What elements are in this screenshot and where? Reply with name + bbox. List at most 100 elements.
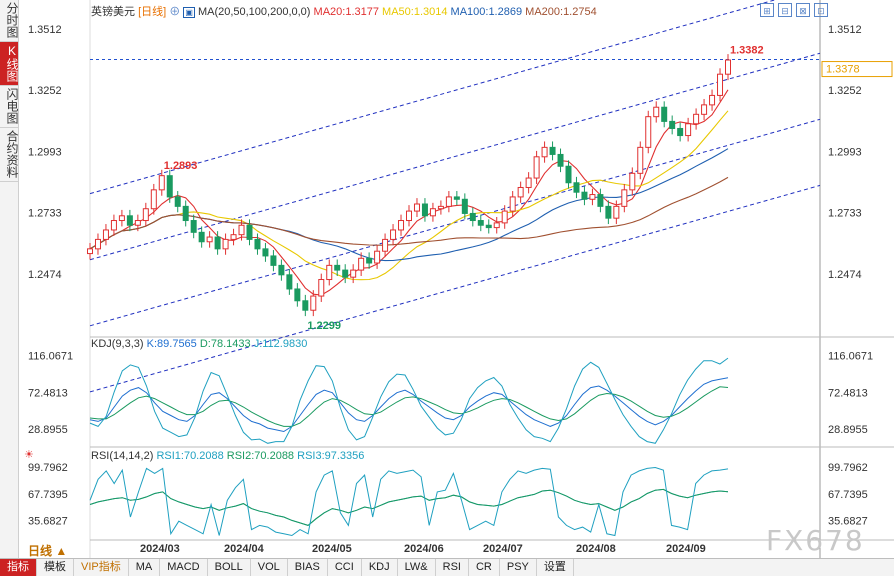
candle-body — [310, 295, 317, 311]
candle-body — [557, 153, 564, 167]
candle-body — [565, 165, 572, 184]
y-tick-label-left: 67.7395 — [28, 489, 68, 501]
candle-body — [238, 224, 245, 236]
rsi-legend: RSI(14,14,2) RSI1:70.2088 RSI2:70.2088 R… — [91, 450, 364, 462]
rsi-rsi3-line — [89, 466, 729, 537]
kdj-j: J:112.9830 — [253, 338, 308, 350]
y-tick-label: 28.8955 — [828, 424, 868, 436]
y-tick-label: 1.2474 — [828, 269, 862, 281]
candle-body — [246, 224, 253, 240]
toolbar-item-11[interactable]: RSI — [436, 559, 469, 576]
indicator-toolbar: 指标 模板 VIP指标 MA MACD BOLL VOL BIAS CCI KDJ LW& RSI CR… — [0, 558, 894, 576]
candle-body — [461, 198, 468, 214]
toolbar-item-14[interactable]: 设置 — [537, 559, 574, 576]
candle-body — [677, 127, 684, 137]
zoom-out-icon[interactable]: ⊟ — [778, 3, 792, 17]
x-tick-label: 2024/06 — [404, 543, 444, 555]
candle-body — [637, 146, 644, 174]
kdj-j-line — [89, 357, 729, 444]
candle-body — [270, 255, 277, 266]
candle-body — [669, 120, 676, 129]
toolbar-item-9[interactable]: KDJ — [362, 559, 398, 576]
candle-body — [326, 264, 333, 281]
kdj-d: D:78.1433 — [199, 338, 251, 350]
toolbar-item-10[interactable]: LW& — [398, 559, 436, 576]
x-tick-label: 2024/05 — [312, 543, 352, 555]
zoom-in-icon[interactable]: ⊞ — [760, 3, 774, 17]
y-tick-label: 72.4813 — [828, 387, 868, 399]
sidebar-tab-1[interactable]: K线图 — [0, 42, 19, 86]
sun-icon[interactable]: ☀ — [24, 449, 34, 461]
y-tick-label-left: 1.2733 — [28, 208, 62, 220]
toolbar-item-4[interactable]: MACD — [160, 559, 208, 576]
channel-line — [89, 0, 777, 195]
grid-icon[interactable]: ⊠ — [796, 3, 810, 17]
candle-body — [573, 182, 580, 193]
candle-body — [158, 175, 165, 191]
candle-body — [453, 196, 460, 200]
x-tick-label: 2024/03 — [140, 543, 180, 555]
candle-body — [230, 234, 237, 240]
candle-body — [549, 146, 556, 155]
current-price-label: 1.3378 — [826, 64, 860, 76]
candle-body — [398, 220, 405, 231]
candle-body — [374, 250, 381, 264]
period-label: [日线] — [138, 6, 167, 18]
toolbar-item-6[interactable]: VOL — [251, 559, 288, 576]
candle-body — [421, 203, 428, 217]
candle-body — [94, 238, 101, 250]
candle-body — [390, 229, 397, 240]
x-tick-label: 2024/09 — [666, 543, 706, 555]
candle-body — [525, 177, 532, 188]
candle-body — [110, 220, 117, 231]
channel-line — [89, 184, 821, 393]
y-tick-label-left: 28.8955 — [28, 424, 68, 436]
candle-body — [350, 269, 357, 278]
candle-body — [589, 194, 596, 200]
candle-body — [286, 274, 293, 290]
maximize-icon[interactable]: ⊡ — [814, 3, 828, 17]
ma50-line — [89, 110, 729, 281]
chart-type-icon[interactable]: ▣ — [183, 7, 195, 18]
toolbar-item-2[interactable]: VIP指标 — [74, 559, 129, 576]
left-tab-bar: 分时图 K线图 闪电图 合约资料 — [0, 0, 19, 560]
toolbar-item-8[interactable]: CCI — [328, 559, 362, 576]
candle-body — [302, 300, 309, 311]
candle-body — [166, 175, 173, 198]
y-tick-label: 1.2993 — [828, 146, 862, 158]
candle-body — [709, 94, 716, 106]
sidebar-tab-3[interactable]: 合约资料 — [0, 128, 19, 182]
rsi-2: RSI2:70.2088 — [226, 450, 295, 462]
toolbar-item-0[interactable]: 指标 — [0, 559, 37, 576]
toolbar-item-13[interactable]: PSY — [500, 559, 537, 576]
view-controls: ⊞ ⊟ ⊠ ⊡ — [760, 3, 828, 17]
settings-icon[interactable]: ⊕ — [169, 6, 181, 18]
candle-body — [493, 222, 500, 229]
toolbar-item-12[interactable]: CR — [469, 559, 500, 576]
x-tick-label: 2024/07 — [483, 543, 523, 555]
candle-body — [501, 210, 508, 224]
price-annotation: 1.2893 — [164, 160, 198, 172]
y-tick-label-left: 116.0671 — [28, 351, 73, 363]
candle-body — [214, 236, 221, 250]
candle-body — [406, 210, 412, 222]
candle-body — [661, 106, 668, 122]
period-select-button[interactable]: 日线 ▲ — [28, 544, 68, 558]
candle-body — [621, 189, 628, 207]
sidebar-tab-2[interactable]: 闪电图 — [0, 86, 19, 128]
toolbar-item-5[interactable]: BOLL — [208, 559, 251, 576]
y-tick-label: 1.2733 — [828, 208, 862, 220]
ma100-value: MA100:1.2869 — [450, 6, 523, 18]
main-legend: 英镑美元 [日线] ⊕ ▣ MA(20,50,100,200,0,0) MA20… — [91, 3, 597, 19]
toolbar-item-1[interactable]: 模板 — [37, 559, 74, 576]
candle-body — [645, 116, 652, 148]
candle-body — [629, 172, 636, 191]
toolbar-item-7[interactable]: BIAS — [288, 559, 328, 576]
kdj-k-line — [89, 377, 729, 433]
sidebar-tab-0[interactable]: 分时图 — [0, 0, 19, 42]
y-tick-label-left: 1.2474 — [28, 269, 62, 281]
toolbar-item-3[interactable]: MA — [129, 559, 161, 576]
candle-body — [126, 215, 133, 226]
candle-body — [613, 205, 620, 219]
y-tick-label: 1.3512 — [828, 24, 862, 36]
